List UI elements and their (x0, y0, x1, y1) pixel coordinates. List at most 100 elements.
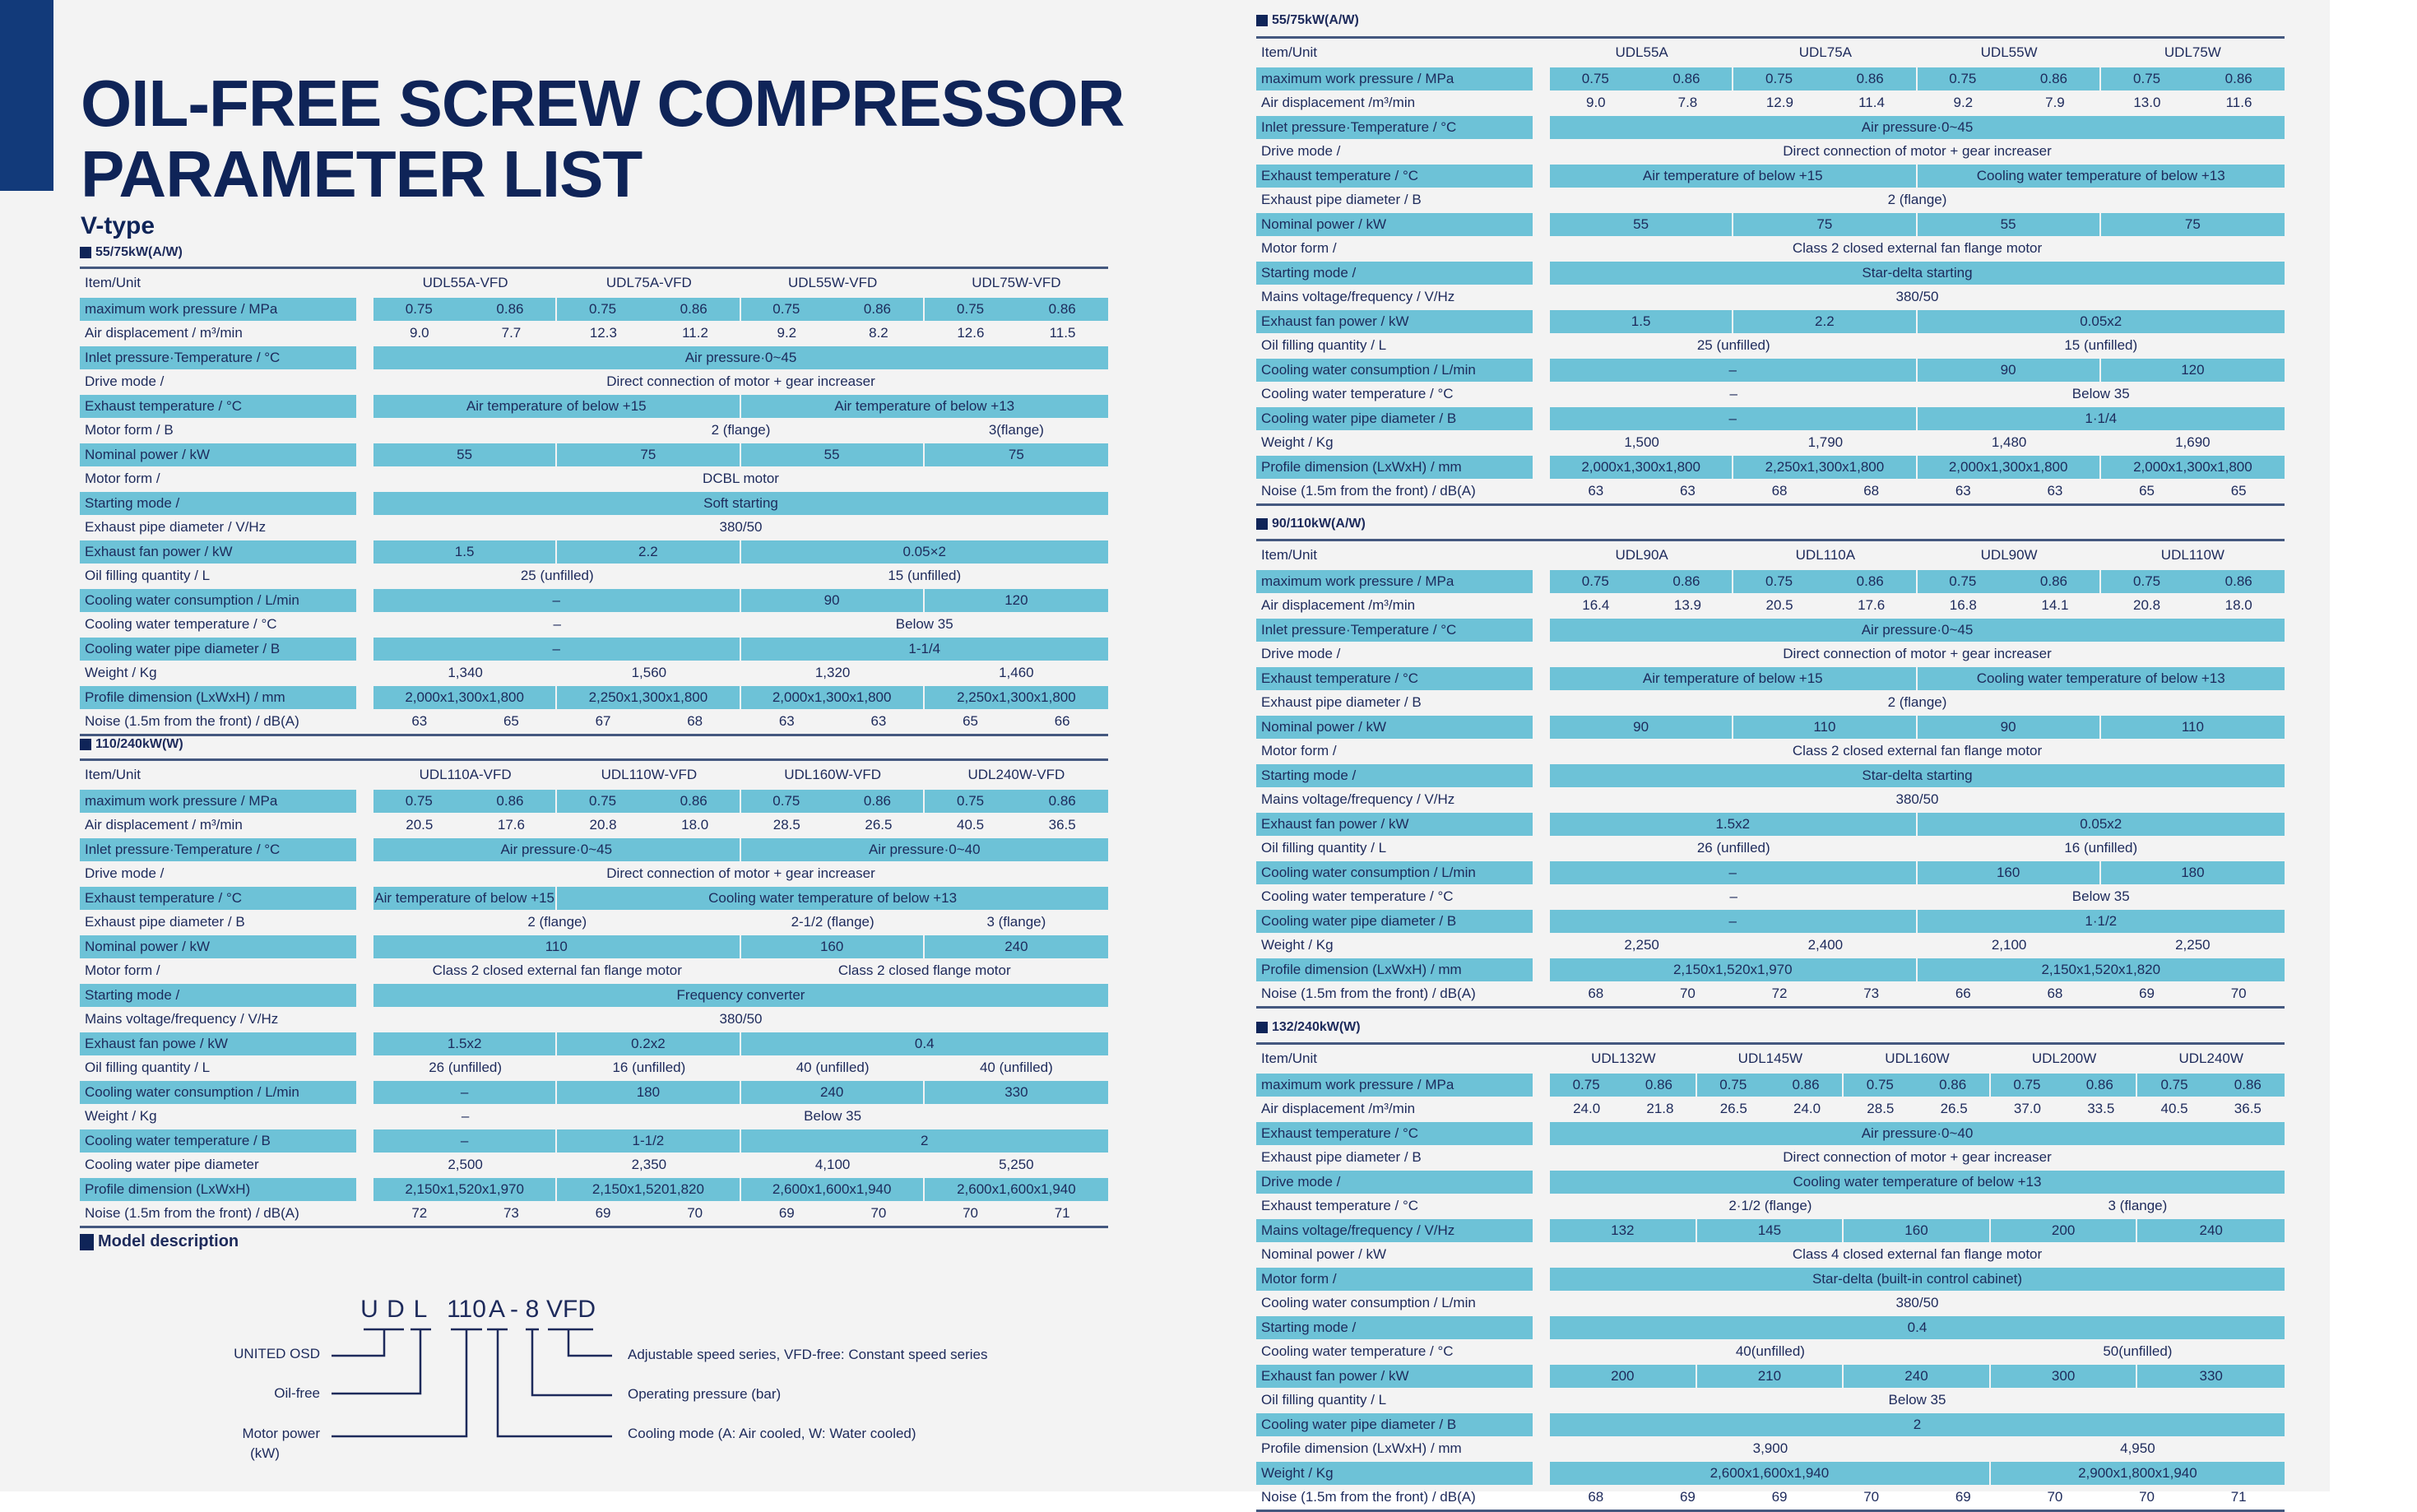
row-label: Exhaust pipe diameter / V/Hz (85, 519, 267, 536)
section-marker-icon (1256, 518, 1268, 530)
table-row: Starting mode / Frequency converter (80, 983, 1108, 1008)
cell-value: 7.8 (1677, 95, 1698, 111)
item-unit-header: Item/Unit (1261, 44, 1318, 60)
row-label: Exhaust fan power / kW (80, 540, 356, 564)
row-label: Air displacement /m³/min (1261, 95, 1416, 111)
row-values: 72 73 69 70 69 70 70 71 (373, 1203, 1108, 1226)
table-row: Cooling water consumption / L/min 380/50 (1256, 1292, 2285, 1316)
table-row: Motor form / DCBL motor (80, 467, 1108, 492)
table-cell: 1,500 (1624, 434, 1659, 451)
table-cell: 25 (unfilled) (520, 568, 594, 584)
cell-value: 68 (1863, 483, 1880, 499)
cell-value: 63 (1588, 483, 1604, 499)
row-values: Air temperature of below +15 Cooling wate… (1550, 667, 2285, 690)
table-cell: 15 (unfilled) (888, 568, 962, 584)
model-header: UDL55W-VFD (787, 275, 878, 290)
cell-value: 63 (1955, 483, 1971, 499)
row-label: Drive mode / (1261, 646, 1341, 662)
table-row: Noise (1.5m from the front) / dB(A) 68 70 7… (1256, 982, 2285, 1007)
table-cell: 120 (2100, 359, 2285, 382)
table-cell: 28.5 26.5 (741, 814, 925, 837)
cell-value: 33.5 (2087, 1101, 2115, 1117)
table-cell: 2,900x1,800x1,940 (1990, 1462, 2285, 1485)
row-label: Profile dimension (LxWxH) / mm (80, 686, 356, 709)
row-label: Drive mode / (85, 865, 165, 882)
table-cell: 5,250 (999, 1157, 1034, 1173)
table-cell: 90 (1550, 716, 1734, 739)
cell-value: 0.75 (1765, 573, 1793, 589)
table-row: Cooling water consumption / L/min –160 180 (1256, 860, 2285, 885)
table-row: maximum work pressure / MPa 0.75 0.86 0.75 0… (80, 789, 1108, 814)
table-row: Drive mode / Direct connection of motor +… (80, 370, 1108, 395)
table-row: Profile dimension (LxWxH) / mm 2,000x1,30… (1256, 455, 2285, 480)
model-header: UDL75W (2164, 44, 2221, 60)
table-cell: 2,250 (2175, 937, 2211, 953)
table-cell: 1·1/4 (1917, 407, 2285, 430)
cell-value: 0.86 (863, 792, 891, 809)
row-label: Cooling water consumption / L/min (80, 589, 356, 612)
table-cell: 37.0 33.5 (1991, 1098, 2138, 1121)
row-label: Profile dimension (LxWxH) / mm (1256, 958, 1533, 981)
table-cell: 2-1/2 (flange) (791, 914, 874, 930)
row-values: 25 (unfilled) 15 (unfilled) (373, 565, 1108, 588)
model-header: UDL240W-VFD (967, 767, 1065, 782)
row-label: Starting mode / (1256, 764, 1533, 787)
table-cell: 20.5 17.6 (1733, 595, 1917, 618)
table-row: Inlet pressure·Temperature / °C Air press… (1256, 115, 2285, 140)
cell-value: 69 (1679, 1489, 1696, 1505)
table-cell: 68 68 (1733, 480, 1917, 503)
table-cell: Air temperature of below +13 (740, 395, 1108, 418)
table-cell: Below 35 (895, 616, 953, 633)
row-values: 2 (flange) (1550, 189, 2285, 212)
table-cell: 0.75 0.86 (1733, 67, 1918, 90)
subtitle: V-type (81, 212, 155, 239)
spec-table: Item/Unit UDL90A UDL110A UDL90W UDL110W maxim… (1256, 539, 2285, 1009)
table-cell: 26.5 24.0 (1697, 1098, 1844, 1121)
table-cell: 180 (557, 1081, 741, 1104)
table-cell: 55 (1917, 213, 2101, 236)
row-values: Air pressure·0~40 (1550, 1122, 2285, 1145)
row-values: 2,000x1,300x1,800 2,250x1,300x1,800 2,000x… (373, 686, 1108, 709)
table-cell: 200 (1550, 1365, 1697, 1388)
cell-value: 26.5 (1940, 1101, 1968, 1117)
table-cell: 1.5x2 (373, 1032, 558, 1055)
model-description-title: Model description (98, 1232, 239, 1250)
model-header: UDL110W (2160, 547, 2224, 563)
table-row: Mains voltage/frequency / V/Hz 380/50 (80, 1008, 1108, 1032)
row-values: 0.75 0.86 0.75 0.86 0.75 0.86 0.75 0.86 (373, 790, 1108, 813)
cell-value: 12.6 (957, 325, 985, 341)
table-row: Air displacement / m³/min 9.0 7.7 12.3 11.2 9… (80, 322, 1108, 346)
row-label: Cooling water consumption / L/min (1261, 1295, 1476, 1311)
table-row: Cooling water pipe diameter / B 2 (1256, 1412, 2285, 1437)
table-cell: 75 (1733, 213, 1918, 236)
table-cell: 2,150x1,520x1,970 (1550, 958, 1918, 981)
table-cell: 2.2 (1733, 310, 1918, 333)
table-cell: 0.2x2 (557, 1032, 741, 1055)
table-row: maximum work pressure / MPa 0.75 0.86 0.75 0… (1256, 67, 2285, 91)
table-cell: 0.05x2 (1917, 813, 2285, 836)
section-marker-icon (1256, 15, 1268, 26)
row-values: 26 (unfilled) 16 (unfilled) (1550, 837, 2285, 860)
table-cell: 26 (unfilled) (1696, 840, 1770, 856)
code-part-dash: - (510, 1296, 518, 1323)
row-label: Drive mode / (85, 373, 165, 390)
row-label: Cooling water temperature / B (80, 1129, 356, 1153)
row-label: Oil filling quantity / L (1261, 337, 1387, 354)
row-label: Air displacement /m³/min (1261, 597, 1416, 614)
code-part-u: U (360, 1296, 378, 1323)
row-values: – Below 35 (373, 1106, 1108, 1129)
table-row: Drive mode / Cooling water temperature of… (1256, 1170, 2285, 1194)
row-label: maximum work pressure / MPa (1256, 1074, 1533, 1097)
row-values: 380/50 (373, 1009, 1108, 1032)
table-row: Cooling water consumption / L/min –90 120 (1256, 358, 2285, 383)
cell-value: 0.75 (772, 792, 800, 809)
row-values: DCBL motor (373, 468, 1108, 491)
row-label: Inlet pressure·Temperature / °C (80, 838, 356, 861)
table-cell: Air temperature of below +15 (1550, 667, 1918, 690)
table-cell: 69 70 (741, 1203, 925, 1226)
table-cell: 28.5 26.5 (1844, 1098, 1991, 1121)
table-row: Exhaust pipe diameter / B 2 (flange) 2-1/2… (80, 911, 1108, 935)
row-label: Motor form / (1261, 240, 1337, 257)
table-cell: 1·1/2 (1917, 910, 2285, 933)
table-cell: 16.8 14.1 (1918, 595, 2101, 618)
